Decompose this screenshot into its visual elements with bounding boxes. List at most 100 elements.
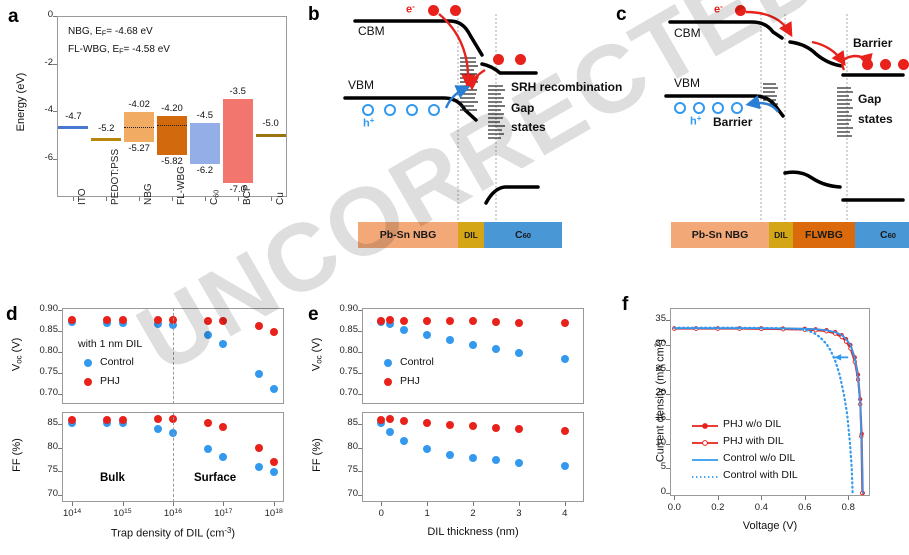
panel-a-bar	[222, 99, 253, 183]
pe-ytick: 80	[347, 440, 358, 452]
pd-xtick-mark	[273, 502, 275, 506]
pf-xtick: 0.6	[798, 502, 812, 513]
panel-c-electron-label: e-	[714, 2, 723, 16]
pd-point-phj	[219, 316, 228, 325]
pd-point-phj	[219, 423, 228, 432]
panel-a-xtick-mark	[139, 197, 141, 201]
hole-dot	[406, 104, 418, 116]
pe-ytick-mark	[358, 494, 362, 496]
layer-c60: C 60	[855, 222, 909, 248]
pd-xtick-mark	[72, 502, 74, 506]
panel-a-ytick: -6	[44, 151, 53, 163]
panel-a-xtick-mark	[106, 197, 108, 201]
pd-divider	[172, 308, 174, 404]
panel-a-level-value-bottom: -5.82	[161, 155, 183, 167]
pd-point-control	[153, 425, 162, 434]
pd-point-phj	[118, 415, 127, 424]
pf-xtick-mark	[848, 496, 850, 500]
pd-point-control	[254, 370, 263, 379]
pd-legend-label: Control	[100, 356, 134, 368]
pf-ytick: 5	[660, 461, 666, 473]
pf-ytick: 30	[655, 338, 666, 349]
panel-b-gap-label-1: Gap	[511, 101, 535, 115]
panel-a-ytick-mark	[53, 63, 57, 65]
pe-xtick-mark	[381, 502, 383, 506]
electron-dot	[862, 59, 873, 70]
pd-ytick-mark	[58, 393, 62, 395]
hole-dot	[384, 104, 396, 116]
pd-point-phj	[254, 322, 263, 331]
panel-e-dil-thickness-scatter: e 0.90 0.85 0.80 0.75 0.70 Voc (V) Control PHJ 8…	[300, 282, 600, 555]
pe-point-control	[491, 456, 500, 465]
pe-point-control	[446, 450, 455, 459]
pd-point-phj	[103, 316, 112, 325]
pe-ytick-mark	[358, 372, 362, 374]
pd-ytick: 70	[47, 487, 58, 499]
pe-point-phj	[514, 318, 523, 327]
pd-ytick-mark	[58, 423, 62, 425]
pd-ytick: 0.75	[39, 365, 59, 377]
pd-ytick: 0.85	[39, 323, 59, 335]
pe-point-control	[446, 336, 455, 345]
layer-pb-sn-nbg: Pb-Sn NBG	[671, 222, 769, 248]
panel-c-band-diagram-phj: c	[600, 0, 909, 282]
panel-b-band-diagram-control: b	[300, 0, 622, 282]
panel-d-label: d	[6, 304, 18, 325]
panel-a-xtick-mark	[172, 197, 173, 201]
electron-dot	[898, 59, 909, 70]
pd-ytick-mark	[58, 447, 62, 449]
pd-xtick-label: 1015	[113, 508, 132, 519]
pf-ytick-mark	[666, 419, 670, 421]
panel-a-level-value-top: -3.5	[229, 86, 246, 98]
pe-ytick-mark	[358, 393, 362, 395]
pe-xtick-mark	[473, 502, 474, 506]
pe-xtick-label: 3	[516, 508, 522, 519]
pe-point-control	[400, 325, 409, 334]
pd-point-control	[204, 445, 213, 454]
panel-a-level-line	[255, 133, 286, 137]
panel-a-fermi-line	[124, 127, 155, 129]
panel-a-level-value-top: -4.02	[128, 98, 150, 110]
panel-a-xtick-label: NBG	[143, 183, 155, 205]
pe-point-phj	[386, 415, 395, 424]
pd-point-phj	[269, 457, 278, 466]
pf-ytick-mark	[666, 443, 670, 445]
pf-legend-label: PHJ w/o DIL	[723, 418, 782, 430]
pf-legend-label: Control w/o DIL	[723, 452, 796, 464]
pe-ytick-mark	[358, 351, 362, 353]
pd-ytick-mark	[58, 494, 62, 496]
pf-legend-swatch	[692, 440, 718, 446]
pe-point-control	[386, 428, 395, 437]
pd-point-control	[153, 319, 162, 328]
pd-point-control	[254, 463, 263, 472]
pd-point-phj	[118, 316, 127, 325]
pe-xtick-mark	[518, 502, 520, 506]
pe-ytick: 0.70	[339, 386, 359, 398]
pe-point-control	[469, 341, 477, 350]
pf-xtick: 0.2	[711, 502, 725, 513]
pe-ytick-mark	[358, 471, 362, 473]
panel-a-ytick: -4	[44, 104, 53, 116]
pd-ytick: 0.70	[39, 386, 59, 398]
pf-ytick: 20	[655, 387, 666, 399]
pd-ytick-mark	[58, 372, 62, 374]
pd-legend-label: PHJ	[100, 375, 120, 387]
pe-point-phj	[469, 422, 477, 431]
pd-point-phj	[269, 328, 278, 337]
pf-ytick-mark	[666, 369, 670, 371]
pd-legend-marker	[84, 378, 92, 386]
pe-legend-marker	[384, 359, 392, 367]
panel-c-barrier-bottom-label: Barrier	[713, 115, 753, 129]
pf-xtick: 0.0	[667, 502, 681, 513]
panel-a-level-value-top: -4.5	[196, 110, 214, 122]
layer-c60: C 60	[484, 222, 562, 248]
hole-dot	[712, 102, 724, 114]
panel-a-level-value: -4.7	[65, 110, 82, 122]
panel-c-hole-label: h+	[690, 114, 702, 128]
panel-c-cbm-label: CBM	[674, 26, 701, 40]
pf-ytick-mark	[666, 468, 670, 470]
pe-ytick: 0.90	[339, 303, 359, 315]
panel-b-layer-stack: Pb-Sn NBG DIL C 60	[358, 222, 562, 248]
pe-ylabel-0: Voc (V)	[310, 337, 324, 372]
panel-a-bar	[157, 116, 187, 155]
